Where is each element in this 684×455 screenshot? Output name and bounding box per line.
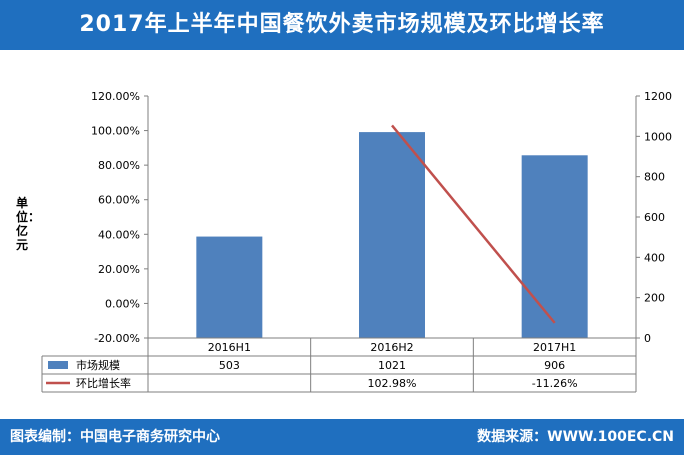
- right-tick-label: 1000: [644, 130, 672, 143]
- right-tick-label: 1200: [644, 90, 672, 103]
- data-label: 102.98%: [368, 377, 417, 390]
- left-tick-label: -20.00%: [94, 332, 140, 345]
- bar: [359, 132, 425, 338]
- legend-label: 环比增长率: [76, 376, 131, 390]
- data-label: 1021: [378, 359, 406, 372]
- left-tick-label: 100.00%: [91, 125, 140, 138]
- left-tick-label: 20.00%: [98, 263, 140, 276]
- bar: [196, 236, 263, 338]
- right-tick-label: 600: [644, 211, 665, 224]
- left-tick-label: 40.00%: [98, 228, 140, 241]
- left-tick-label: 0.00%: [105, 297, 140, 310]
- footer-source: 数据来源：WWW.100EC.CN: [477, 429, 674, 445]
- chart-title: 2017年上半年中国餐饮外卖市场规模及环比增长率: [79, 12, 605, 37]
- legend-swatch: [48, 361, 68, 369]
- right-tick-label: 800: [644, 171, 665, 184]
- header-bar: 2017年上半年中国餐饮外卖市场规模及环比增长率: [0, 0, 684, 50]
- category-label: 2017H1: [533, 341, 576, 354]
- right-tick-label: 0: [644, 332, 651, 345]
- data-label: -11.26%: [532, 377, 578, 390]
- left-tick-label: 60.00%: [98, 194, 140, 207]
- growth-rate-line: [391, 124, 556, 324]
- data-label: 906: [544, 359, 565, 372]
- data-label: 503: [219, 359, 240, 372]
- chart: -20.00% 0.00% 20.00% 40.00% 60.00% 80.00% 100.…: [41, 90, 672, 393]
- left-tick-label: 80.00%: [98, 159, 140, 172]
- right-tick-label: 200: [644, 292, 665, 305]
- footer-credit: 图表编制：中国电子商务研究中心: [10, 429, 220, 445]
- footer-bar: 图表编制：中国电子商务研究中心 数据来源：WWW.100EC.CN: [0, 419, 684, 455]
- category-label: 2016H2: [370, 341, 413, 354]
- category-label: 2016H1: [208, 341, 251, 354]
- bar: [521, 155, 588, 338]
- legend-label: 市场规模: [76, 358, 120, 372]
- right-tick-label: 400: [644, 251, 665, 264]
- left-tick-label: 120.00%: [91, 90, 140, 103]
